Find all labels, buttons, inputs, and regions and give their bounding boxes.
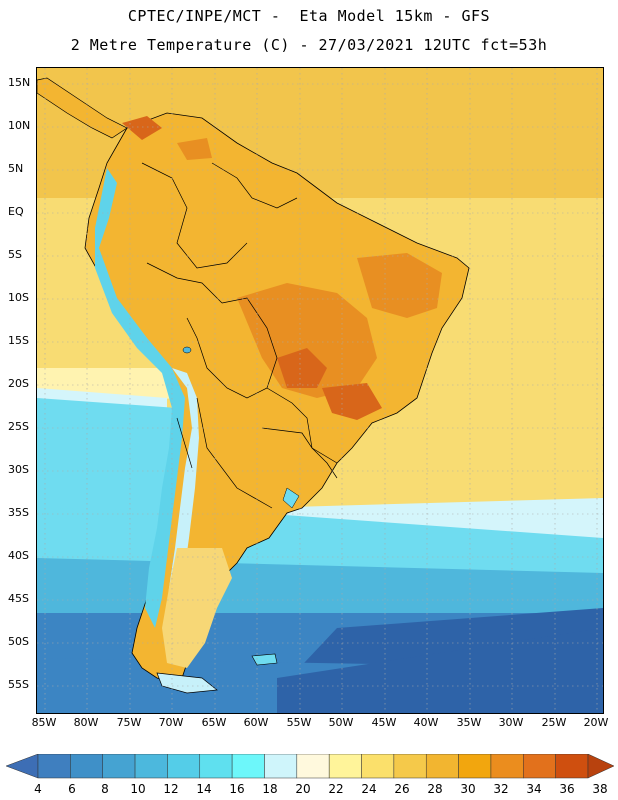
lat-label-35s: 35S [8,506,29,519]
colorbar-swatch-9 [328,754,362,779]
lon-label-65w: 65W [201,716,227,729]
map-title: CPTEC/INPE/MCT - Eta Model 15km - GFS [127,7,491,25]
temperature-map [36,67,604,714]
colorbar-label-30: 30 [460,782,476,796]
lon-label-85w: 85W [31,716,57,729]
colorbar-swatch-14 [490,754,524,779]
colorbar-label-14: 14 [196,782,212,796]
lat-label-25s: 25S [8,420,29,433]
lon-label-30w: 30W [498,716,524,729]
colorbar-swatch-12 [425,754,459,779]
colorbar-label-34: 34 [526,782,542,796]
lon-label-70w: 70W [158,716,184,729]
colorbar-swatch-7 [264,754,298,779]
lat-label-10n: 10N [8,119,31,132]
lat-label-50s: 50S [8,635,29,648]
very-hot-zone-orinoco [177,138,212,160]
colorbar-label-18: 18 [262,782,278,796]
andes-cold-strip [95,168,185,628]
lake-titicaca [182,346,192,354]
temperature-colorbar [5,754,615,779]
lon-label-20w: 20W [583,716,609,729]
lat-label-20s: 20S [8,377,29,390]
colorbar-swatch-2 [102,754,136,779]
lon-label-50w: 50W [328,716,354,729]
colorbar-label-12: 12 [163,782,179,796]
very-hot-zone-venezuela [122,116,162,140]
colorbar-swatch-10 [361,754,395,779]
lon-label-40w: 40W [413,716,439,729]
colorbar-label-4: 4 [34,782,42,796]
lagoa-dos-patos [282,487,300,509]
lon-label-55w: 55W [286,716,312,729]
colorbar-label-8: 8 [101,782,109,796]
lat-label-45s: 45S [8,592,29,605]
lat-label-40s: 40S [8,549,29,562]
hot-zone-brazil-northeast [357,253,442,318]
very-hot-zone-mato-grosso [277,348,327,388]
temperature-map-canvas [37,68,603,713]
colorbar-swatch-11 [393,754,427,779]
colorbar-label-32: 32 [493,782,509,796]
colorbar-label-16: 16 [229,782,245,796]
colorbar-label-20: 20 [295,782,311,796]
lon-label-60w: 60W [243,716,269,729]
lon-label-75w: 75W [116,716,142,729]
lon-label-80w: 80W [73,716,99,729]
colorbar-swatch-0 [37,754,71,779]
map-subtitle: 2 Metre Temperature (C) - 27/03/2021 12U… [70,36,548,54]
lon-label-25w: 25W [541,716,567,729]
patagonia-mild [162,548,232,668]
colorbar-swatch-16 [555,754,589,779]
colorbar-label-6: 6 [68,782,76,796]
colorbar-swatch-4 [167,754,201,779]
colorbar-swatch-5 [199,754,233,779]
central-america [37,77,128,139]
colorbar-label-36: 36 [559,782,575,796]
colorbar-swatch-6 [231,754,265,779]
lat-label-55s: 55S [8,678,29,691]
lat-label-15n: 15N [8,76,31,89]
lat-label-15s: 15S [8,334,29,347]
colorbar-swatch-13 [458,754,492,779]
colorbar-label-28: 28 [427,782,443,796]
colorbar-arrow-low [5,754,39,779]
colorbar-label-10: 10 [130,782,146,796]
lon-label-45w: 45W [371,716,397,729]
lat-label-eq: EQ [8,205,24,218]
colorbar-label-22: 22 [328,782,344,796]
colorbar-label-24: 24 [361,782,377,796]
lat-label-10s: 10S [8,291,29,304]
colorbar-swatch-1 [70,754,103,779]
colorbar-swatch-15 [523,754,556,779]
lat-label-5n: 5N [8,162,24,175]
ocean-band-cold-pacific [37,398,177,538]
falkland-islands [251,653,278,666]
colorbar-label-38: 38 [592,782,608,796]
ocean-band-deep-cold-east [277,628,603,713]
colorbar-label-26: 26 [394,782,410,796]
lon-label-35w: 35W [456,716,482,729]
colorbar-swatch-8 [296,754,330,779]
lat-label-5s: 5S [8,248,22,261]
colorbar-swatch-3 [134,754,168,779]
very-hot-zone-sao-paulo [322,383,382,420]
lat-label-30s: 30S [8,463,29,476]
colorbar-arrow-high [587,754,615,779]
